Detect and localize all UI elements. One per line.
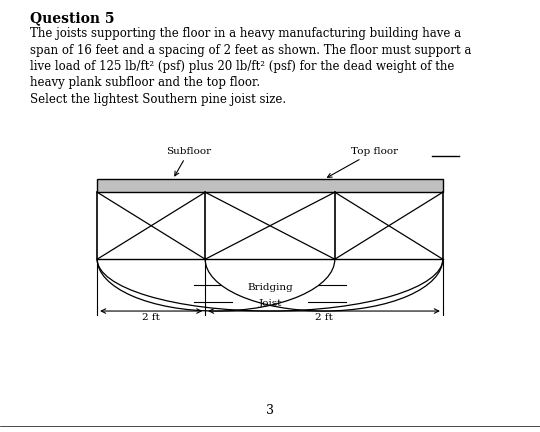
Text: span of 16 feet and a spacing of 2 feet as shown. The floor must support a: span of 16 feet and a spacing of 2 feet … <box>30 44 471 57</box>
Text: 2 ft: 2 ft <box>142 313 160 322</box>
Text: Top floor: Top floor <box>327 146 398 177</box>
Text: Select the lightest Southern pine joist size.: Select the lightest Southern pine joist … <box>30 93 286 106</box>
Text: Bridging: Bridging <box>247 283 293 292</box>
Text: 2 ft: 2 ft <box>315 313 333 322</box>
Text: Joist: Joist <box>258 299 282 308</box>
Text: The joists supporting the floor in a heavy manufacturing building have a: The joists supporting the floor in a hea… <box>30 27 461 40</box>
Text: Question 5: Question 5 <box>30 11 114 25</box>
Text: heavy plank subfloor and the top floor.: heavy plank subfloor and the top floor. <box>30 76 260 89</box>
Bar <box>97 179 443 192</box>
Text: live load of 125 lb/ft² (psf) plus 20 lb/ft² (psf) for the dead weight of the: live load of 125 lb/ft² (psf) plus 20 lb… <box>30 60 454 73</box>
Text: 3: 3 <box>266 404 274 417</box>
Text: Subfloor: Subfloor <box>166 146 212 176</box>
